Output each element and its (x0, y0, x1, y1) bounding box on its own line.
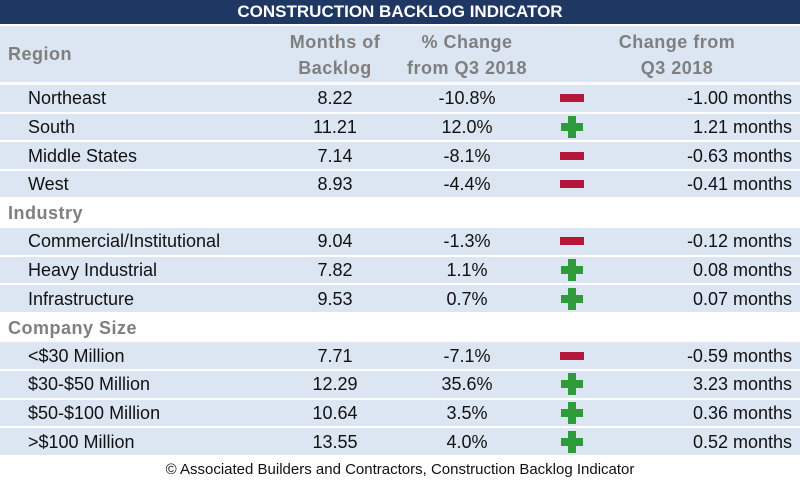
pct-change-cell: -10.8% (438, 88, 496, 109)
increase-icon (568, 373, 576, 396)
months-cell: 8.22 (317, 88, 353, 109)
footnote: © Associated Builders and Contractors, C… (165, 460, 635, 478)
row-label: Middle States (28, 145, 138, 166)
row-label: $50-$100 Million (28, 402, 161, 423)
change-cell: -0.59 months (686, 345, 792, 366)
row-label: Infrastructure (28, 288, 135, 309)
row-background (0, 170, 800, 198)
column-header: Change from (618, 32, 736, 52)
change-cell: -0.41 months (686, 174, 792, 195)
change-cell: 0.36 months (692, 402, 792, 423)
section-title: Industry (8, 203, 84, 224)
change-cell: -0.12 months (686, 231, 792, 252)
change-cell: 0.07 months (692, 288, 792, 309)
pct-change-cell: 4.0% (446, 431, 488, 452)
months-cell: 13.55 (312, 431, 358, 452)
row-background (0, 85, 800, 112)
row-background (0, 285, 800, 312)
row-background (0, 399, 800, 427)
row-background (0, 371, 800, 398)
column-header: % Change (421, 32, 513, 52)
row-background (0, 256, 800, 284)
increase-icon (568, 401, 576, 424)
decrease-icon (560, 94, 584, 103)
pct-change-cell: 3.5% (446, 402, 488, 423)
decrease-icon (560, 237, 584, 246)
header-background (0, 26, 800, 82)
decrease-icon (560, 151, 584, 160)
column-header: from Q3 2018 (406, 58, 528, 78)
months-cell: 10.64 (312, 402, 358, 423)
change-cell: -0.63 months (686, 145, 792, 166)
months-cell: 9.04 (317, 231, 353, 252)
row-background (0, 113, 800, 141)
pct-change-cell: 35.6% (441, 374, 493, 395)
pct-change-cell: 1.1% (446, 259, 488, 280)
row-background (0, 342, 800, 369)
column-header: Backlog (298, 58, 372, 78)
pct-change-cell: -4.4% (443, 174, 491, 195)
row-label: $30-$50 Million (28, 374, 151, 395)
row-label: Commercial/Institutional (28, 231, 221, 252)
months-cell: 7.71 (317, 345, 353, 366)
months-cell: 12.29 (312, 374, 358, 395)
change-cell: -1.00 months (686, 88, 792, 109)
pct-change-cell: 0.7% (446, 288, 488, 309)
row-label: South (28, 116, 76, 137)
title: CONSTRUCTION BACKLOG INDICATOR (0, 0, 800, 24)
increase-icon (568, 430, 576, 453)
months-cell: 8.93 (317, 174, 353, 195)
decrease-icon (560, 351, 584, 360)
column-header: Months of (289, 32, 381, 52)
change-cell: 0.52 months (692, 431, 792, 452)
pct-change-cell: -1.3% (443, 231, 491, 252)
section-title: Company Size (8, 317, 138, 338)
change-cell: 0.08 months (692, 259, 792, 280)
row-label: Northeast (28, 88, 107, 109)
row-label: Heavy Industrial (28, 259, 158, 280)
months-cell: 7.82 (317, 259, 353, 280)
column-header: Q3 2018 (640, 58, 714, 78)
months-cell: 9.53 (317, 288, 353, 309)
months-cell: 7.14 (317, 145, 353, 166)
row-background (0, 428, 800, 455)
change-cell: 3.23 months (692, 374, 792, 395)
decrease-icon (560, 180, 584, 189)
increase-icon (568, 287, 576, 310)
section-title: Region (8, 44, 72, 64)
months-cell: 11.21 (313, 116, 357, 137)
row-label: >$100 Million (28, 431, 135, 452)
pct-change-cell: 12.0% (441, 116, 493, 137)
row-background (0, 142, 800, 169)
pct-change-cell: -8.1% (443, 145, 491, 166)
increase-icon (568, 258, 576, 281)
row-background (0, 228, 800, 255)
increase-icon (568, 115, 576, 138)
change-cell: 1.21 months (692, 116, 792, 137)
row-label: West (28, 174, 69, 195)
pct-change-cell: -7.1% (443, 345, 491, 366)
row-label: <$30 Million (28, 345, 125, 366)
